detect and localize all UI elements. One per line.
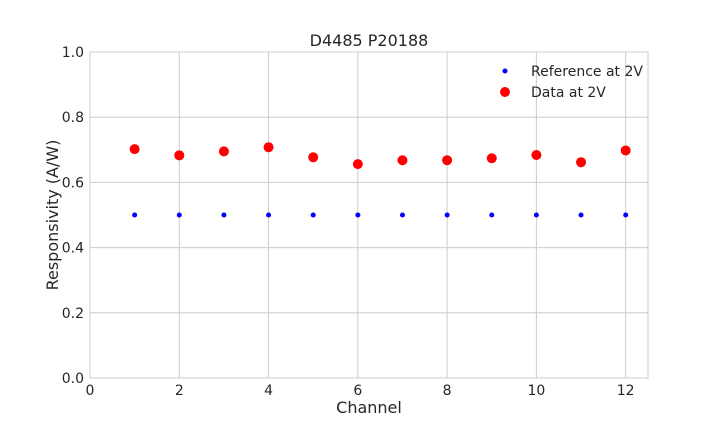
x-tick-label: 8 bbox=[443, 383, 452, 399]
reference-point bbox=[623, 212, 629, 218]
x-tick-label: 12 bbox=[617, 383, 635, 399]
x-tick-label: 6 bbox=[353, 383, 362, 399]
y-tick-label: 1.0 bbox=[62, 45, 84, 61]
reference-point bbox=[221, 212, 227, 218]
y-tick-label: 0.4 bbox=[62, 241, 84, 257]
reference-point bbox=[399, 212, 405, 218]
legend-marker-reference bbox=[502, 68, 508, 74]
data-point bbox=[397, 155, 408, 166]
data-point bbox=[129, 144, 140, 155]
y-tick-label: 0.0 bbox=[62, 371, 84, 387]
legend-label-data: Data at 2V bbox=[531, 85, 606, 101]
data-point bbox=[218, 146, 229, 157]
legend: Reference at 2V Data at 2V bbox=[500, 64, 643, 101]
reference-point bbox=[489, 212, 495, 218]
data-point bbox=[620, 145, 631, 156]
data-point bbox=[576, 157, 587, 168]
x-tick-label: 2 bbox=[175, 383, 184, 399]
data-point bbox=[486, 153, 497, 164]
data-point bbox=[174, 150, 185, 161]
x-tick-label: 4 bbox=[264, 383, 273, 399]
x-tick-label: 0 bbox=[86, 383, 95, 399]
legend-marker-data bbox=[500, 87, 510, 97]
chart-title: D4485 P20188 bbox=[310, 31, 429, 50]
data-point bbox=[263, 142, 274, 153]
y-tick-label: 0.8 bbox=[62, 110, 84, 126]
reference-point bbox=[578, 212, 584, 218]
reference-point bbox=[132, 212, 138, 218]
y-tick-label: 0.6 bbox=[62, 175, 84, 191]
reference-point bbox=[533, 212, 539, 218]
reference-point bbox=[266, 212, 272, 218]
reference-point bbox=[310, 212, 316, 218]
data-point bbox=[442, 155, 453, 166]
data-point bbox=[352, 159, 363, 170]
plot-frame bbox=[89, 51, 649, 379]
data-point bbox=[308, 152, 319, 163]
data-point bbox=[531, 150, 542, 161]
reference-point bbox=[355, 212, 361, 218]
y-axis-label: Responsivity (A/W) bbox=[43, 140, 62, 291]
y-tick-label: 0.2 bbox=[62, 306, 84, 322]
x-tick-label: 10 bbox=[527, 383, 545, 399]
legend-label-reference: Reference at 2V bbox=[531, 64, 643, 80]
reference-point bbox=[176, 212, 182, 218]
x-axis-label: Channel bbox=[336, 398, 402, 417]
reference-point bbox=[444, 212, 450, 218]
